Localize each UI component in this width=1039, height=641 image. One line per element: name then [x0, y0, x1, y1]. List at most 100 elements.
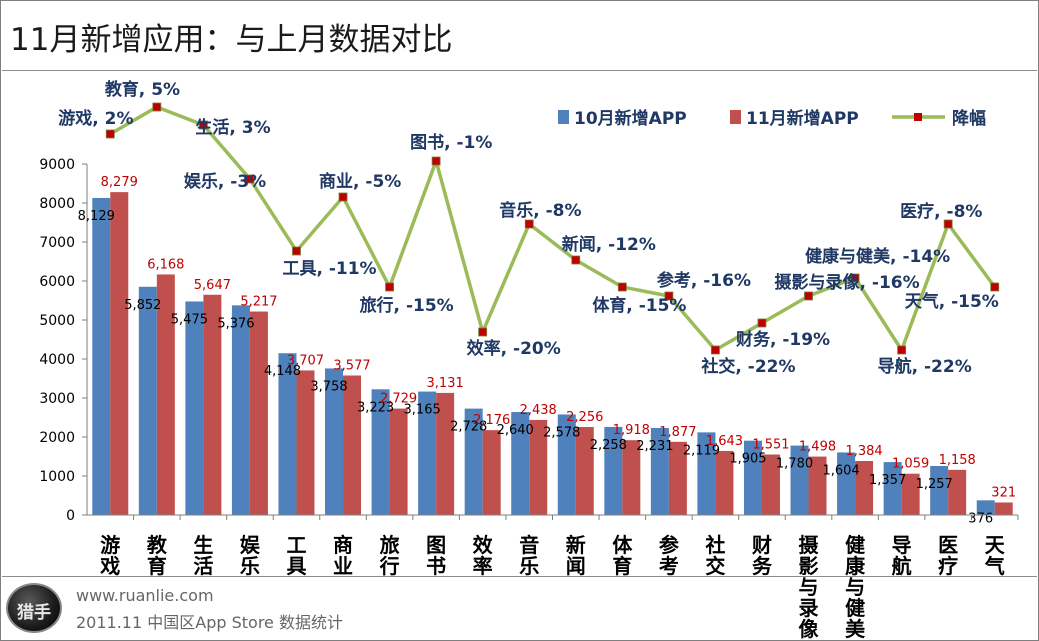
bar-label-oct-19: 376	[968, 511, 993, 526]
x-tick-label-13: 社交	[704, 533, 725, 578]
x-tick-label-16: 健康与健美	[845, 533, 866, 641]
footer-divider	[2, 576, 1037, 577]
bar-nov-2	[203, 294, 222, 515]
bar-nov-16	[855, 461, 874, 515]
bar-label-oct-3: 5,376	[217, 316, 254, 331]
y-tick-label: 7000	[39, 235, 75, 251]
legend-marker-decline	[914, 113, 922, 121]
bar-nov-19	[994, 502, 1013, 515]
bar-label-oct-9: 2,640	[497, 423, 534, 438]
bar-nov-14	[761, 454, 780, 515]
x-tick-label-0: 游戏	[99, 533, 120, 578]
bar-label-oct-0: 8,129	[78, 209, 115, 224]
x-tick-label-19: 天气	[984, 533, 1006, 578]
decline-point-17	[897, 345, 907, 355]
bar-nov-18	[948, 469, 967, 515]
decline-label-13: 社交, -22%	[700, 356, 795, 377]
bar-oct-4	[278, 353, 297, 515]
footer-url[interactable]: www.ruanlie.com	[76, 586, 214, 605]
decline-point-11	[617, 282, 627, 292]
bar-label-nov-16: 1,384	[845, 444, 882, 459]
bar-label-oct-14: 1,905	[729, 452, 766, 467]
decline-label-17: 导航, -22%	[878, 356, 972, 377]
bar-label-oct-17: 1,357	[869, 473, 906, 488]
decline-point-10	[571, 255, 581, 265]
bar-oct-12	[650, 427, 669, 515]
y-tick-label: 1000	[39, 469, 75, 485]
decline-label-12: 参考, -16%	[657, 270, 751, 291]
page-title: 11月新增应用：与上月数据对比	[10, 22, 453, 58]
bar-label-oct-4: 4,148	[264, 364, 301, 379]
bar-series	[92, 192, 1013, 515]
x-tick-label-9: 音乐	[519, 533, 539, 578]
decline-label-3: 娱乐, -3%	[184, 171, 266, 192]
bar-oct-3	[231, 305, 250, 515]
x-tick-label-6: 旅行	[379, 533, 400, 578]
bar-label-oct-12: 2,231	[636, 439, 673, 454]
bar-label-oct-8: 2,728	[450, 420, 487, 435]
legend-label-decline: 降幅	[952, 108, 986, 129]
decline-point-9	[524, 219, 534, 229]
y-tick-label: 8000	[39, 196, 75, 212]
bar-nov-5	[343, 375, 362, 515]
decline-label-19: 天气, -15%	[905, 291, 999, 312]
decline-label-5: 商业, -5%	[319, 171, 401, 192]
decline-point-3	[245, 174, 255, 184]
decline-label-9: 音乐, -8%	[499, 200, 581, 221]
x-tick-label-10: 新闻	[566, 533, 586, 578]
bar-oct-6	[371, 389, 390, 515]
decline-line	[109, 105, 997, 352]
decline-point-0	[105, 129, 115, 139]
bar-nov-8	[482, 430, 501, 515]
x-tick-label-12: 参考	[659, 533, 679, 578]
legend-label-oct: 10月新增APP	[574, 108, 687, 129]
legend-swatch-nov	[730, 110, 741, 124]
bar-label-nov-11: 1,918	[613, 423, 650, 438]
bar-label-nov-12: 1,877	[659, 425, 696, 440]
decline-label-14: 财务, -19%	[735, 329, 830, 350]
title-divider	[2, 70, 1037, 71]
bar-label-oct-5: 3,758	[310, 379, 347, 394]
bar-oct-18	[930, 465, 949, 515]
bar-oct-14	[743, 440, 762, 515]
decline-label-7: 图书, -1%	[410, 133, 492, 153]
x-tick-label-4: 工具	[286, 533, 306, 578]
bar-label-oct-16: 1,604	[822, 463, 859, 478]
bar-label-oct-11: 2,258	[590, 438, 627, 453]
bar-nov-0	[110, 192, 129, 515]
decline-point-8	[478, 327, 488, 337]
decline-point-12	[664, 291, 674, 301]
decline-point-4	[292, 246, 301, 256]
bar-nov-12	[668, 441, 687, 515]
bar-label-oct-1: 5,852	[124, 298, 161, 313]
bar-oct-19	[976, 500, 995, 515]
x-tick-label-7: 图书	[426, 533, 446, 578]
x-tick-label-8: 效率	[473, 533, 493, 578]
decline-point-13	[711, 345, 720, 355]
bar-nov-11	[622, 440, 641, 515]
bar-oct-16	[837, 452, 856, 515]
bar-oct-2	[185, 301, 204, 515]
bar-label-nov-13: 1,643	[706, 434, 743, 449]
bar-oct-7	[418, 391, 437, 515]
bar-label-oct-10: 2,578	[543, 425, 580, 440]
x-tick-label-14: 财务	[752, 533, 773, 578]
x-tick-label-11: 体育	[612, 533, 633, 578]
bar-label-nov-3: 5,217	[240, 295, 277, 310]
hunter-logo-icon: 猎手	[6, 583, 62, 633]
bar-value-labels: 8,129 8,279 5,852 6,168 5,475 5,647 5,376 5,217…	[78, 175, 1016, 526]
bar-nov-10	[575, 427, 594, 515]
decline-point-18	[943, 219, 953, 229]
bar-oct-5	[325, 368, 344, 515]
decline-label-1: 教育, 5%	[104, 79, 180, 100]
decline-point-6	[385, 282, 394, 292]
bar-label-oct-15: 1,780	[776, 457, 813, 472]
bar-label-nov-19: 321	[991, 485, 1016, 500]
decline-point-5	[338, 192, 348, 202]
decline-label-10: 新闻, -12%	[562, 234, 656, 255]
bar-nov-15	[808, 456, 827, 515]
decline-point-1	[152, 102, 162, 112]
y-tick-label: 9000	[39, 157, 75, 173]
bar-label-nov-5: 3,577	[333, 358, 370, 373]
bar-label-nov-14: 1,551	[752, 438, 789, 453]
